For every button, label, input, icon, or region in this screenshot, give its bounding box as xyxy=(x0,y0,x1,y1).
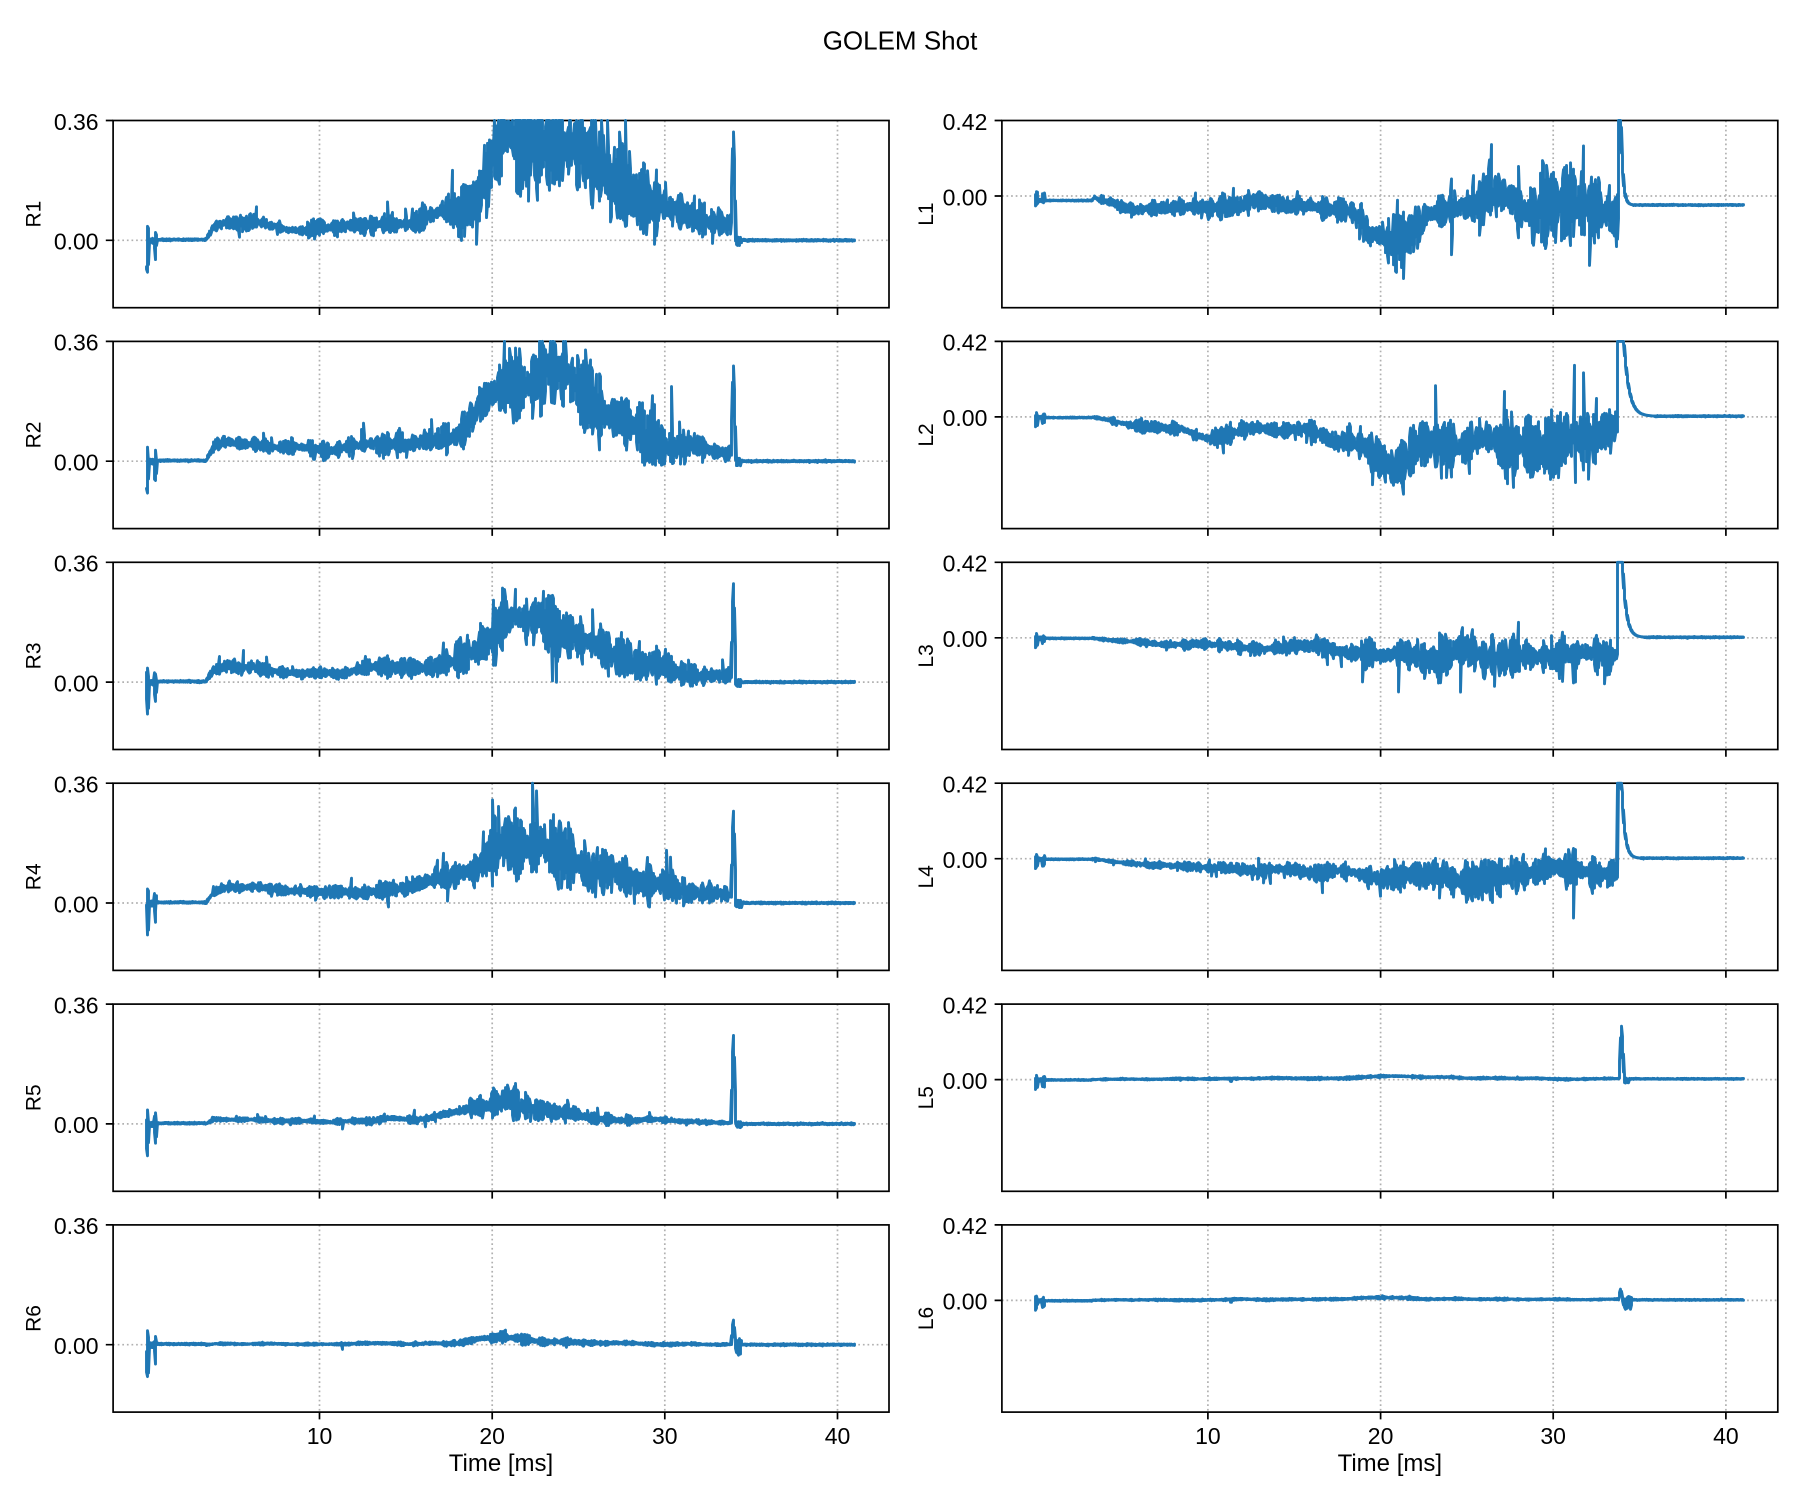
svg-text:0.36: 0.36 xyxy=(54,551,99,577)
svg-text:R2: R2 xyxy=(22,422,45,449)
svg-text:0.42: 0.42 xyxy=(943,551,988,577)
svg-text:GOLEM Shot: GOLEM Shot xyxy=(823,26,978,56)
svg-text:0.00: 0.00 xyxy=(943,626,988,652)
svg-text:40: 40 xyxy=(825,1423,851,1449)
svg-text:0.00: 0.00 xyxy=(54,450,99,476)
svg-text:10: 10 xyxy=(1195,1423,1221,1449)
svg-text:R6: R6 xyxy=(22,1305,45,1332)
svg-text:R3: R3 xyxy=(22,642,45,669)
svg-text:0.36: 0.36 xyxy=(54,109,99,135)
svg-text:R5: R5 xyxy=(22,1084,45,1111)
svg-text:30: 30 xyxy=(1540,1423,1566,1449)
svg-text:0.42: 0.42 xyxy=(943,992,988,1018)
svg-text:20: 20 xyxy=(479,1423,505,1449)
svg-text:0.00: 0.00 xyxy=(943,184,988,210)
svg-text:40: 40 xyxy=(1713,1423,1739,1449)
svg-text:Time [ms]: Time [ms] xyxy=(1338,1450,1442,1477)
svg-text:L3: L3 xyxy=(915,644,938,667)
svg-text:0.36: 0.36 xyxy=(54,330,99,356)
svg-text:0.00: 0.00 xyxy=(54,229,99,255)
svg-text:0.36: 0.36 xyxy=(54,772,99,798)
svg-text:0.42: 0.42 xyxy=(943,109,988,135)
svg-text:Time [ms]: Time [ms] xyxy=(449,1450,553,1477)
svg-text:0.36: 0.36 xyxy=(54,1213,99,1239)
svg-text:0.00: 0.00 xyxy=(943,405,988,431)
svg-text:0.00: 0.00 xyxy=(54,1333,99,1359)
svg-text:L2: L2 xyxy=(915,423,938,446)
svg-text:0.00: 0.00 xyxy=(54,1112,99,1138)
svg-text:R1: R1 xyxy=(22,201,45,228)
svg-text:0.00: 0.00 xyxy=(943,1068,988,1094)
svg-text:R4: R4 xyxy=(22,863,45,890)
svg-text:20: 20 xyxy=(1368,1423,1394,1449)
svg-text:L6: L6 xyxy=(915,1307,938,1330)
svg-text:0.36: 0.36 xyxy=(54,992,99,1018)
svg-text:L4: L4 xyxy=(915,865,938,889)
svg-text:L5: L5 xyxy=(915,1086,938,1109)
svg-text:0.42: 0.42 xyxy=(943,772,988,798)
svg-text:0.00: 0.00 xyxy=(943,1289,988,1315)
svg-text:0.00: 0.00 xyxy=(943,847,988,873)
svg-text:30: 30 xyxy=(652,1423,678,1449)
svg-text:0.00: 0.00 xyxy=(54,891,99,917)
svg-text:0.00: 0.00 xyxy=(54,670,99,696)
svg-text:10: 10 xyxy=(307,1423,333,1449)
svg-text:0.42: 0.42 xyxy=(943,330,988,356)
svg-text:L1: L1 xyxy=(915,202,938,225)
svg-text:0.42: 0.42 xyxy=(943,1213,988,1239)
